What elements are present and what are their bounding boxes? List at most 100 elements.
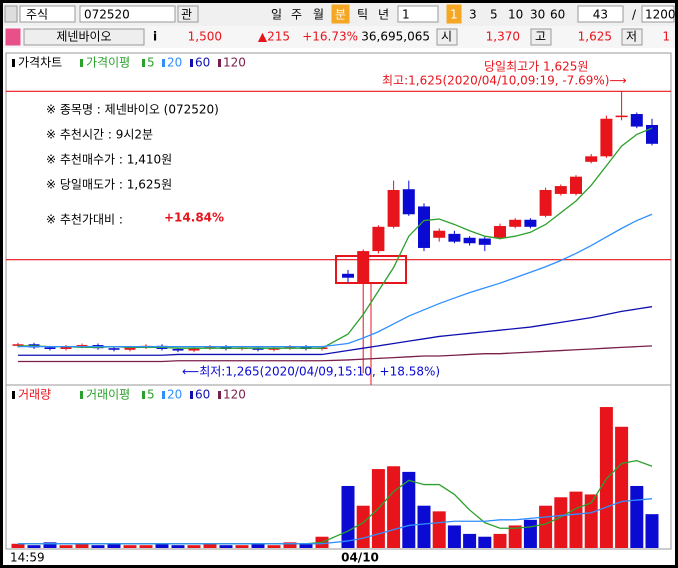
- period-button[interactable]: 주: [291, 8, 302, 22]
- control: [641, 5, 675, 23]
- candle-body: [554, 186, 567, 194]
- control: [446, 4, 462, 24]
- volume-bar: [203, 543, 217, 548]
- volume-bar: [615, 426, 629, 548]
- candle-body: [418, 206, 430, 248]
- minute-button[interactable]: 60: [550, 8, 565, 22]
- minute-button[interactable]: 3: [469, 8, 477, 22]
- candle-body: [108, 348, 120, 350]
- control: [177, 5, 199, 23]
- volume-bar: [27, 545, 41, 548]
- candle-body: [284, 346, 296, 349]
- volume-bar: [523, 519, 537, 548]
- legend-entry: 20: [167, 388, 182, 402]
- volume-bar: [155, 543, 169, 548]
- period-button[interactable]: 분: [335, 8, 346, 22]
- control: [621, 28, 643, 46]
- minute-button[interactable]: 5: [490, 8, 498, 22]
- low-price: 1: [662, 30, 670, 44]
- control: [23, 28, 145, 46]
- volume-bar: [493, 533, 507, 548]
- legend-marker: [162, 391, 165, 399]
- volume-bar: [402, 471, 416, 548]
- volume-bar: [123, 545, 137, 548]
- period-button[interactable]: 월: [313, 8, 324, 22]
- open-label: 시: [441, 30, 452, 44]
- x-label: 04/10: [341, 551, 379, 565]
- control: [4, 5, 18, 23]
- candle-body: [204, 346, 216, 349]
- volume-bar: [251, 543, 265, 548]
- candle-body: [539, 190, 552, 216]
- legend-marker: [190, 59, 193, 67]
- low-label: 저: [626, 30, 637, 44]
- volume-bar: [107, 543, 121, 548]
- legend-entry: 5: [147, 388, 155, 402]
- volume-bar: [139, 545, 153, 548]
- candle-body: [60, 346, 72, 349]
- legend-marker: [142, 59, 145, 67]
- current-price: 1,500: [188, 30, 222, 44]
- legend-entry: 120: [223, 56, 246, 70]
- legend-title: 거래량: [18, 388, 51, 402]
- volume-bar: [187, 545, 201, 548]
- legend-marker: [218, 391, 221, 399]
- control: [5, 28, 21, 46]
- high-price: 1,625: [578, 30, 612, 44]
- charts: [6, 90, 671, 548]
- control: [436, 28, 458, 46]
- volume-bar: [539, 505, 553, 548]
- moving-average: [18, 306, 653, 356]
- overlay-line: ※ 종목명 : 제넨바이오 (072520): [46, 103, 219, 117]
- legend-title: 가격차트: [18, 56, 62, 70]
- market-select[interactable]: 주식: [26, 8, 48, 22]
- volume-bar: [554, 497, 568, 548]
- legend-entry: 120: [223, 388, 246, 402]
- candle-body: [357, 251, 370, 284]
- separator: /: [632, 8, 637, 22]
- candle-body: [172, 348, 184, 351]
- watch-button[interactable]: 관: [181, 8, 192, 22]
- volume-bar: [463, 533, 477, 548]
- candle-body: [478, 238, 491, 245]
- control: [79, 5, 176, 23]
- total-input[interactable]: 1200: [645, 8, 676, 22]
- candle-body: [12, 344, 24, 346]
- legend-marker: [142, 391, 145, 399]
- candle-body: [524, 219, 537, 227]
- legend-entry: 5: [147, 56, 155, 70]
- minute-button[interactable]: 30: [530, 8, 545, 22]
- legend-entry: 60: [195, 56, 210, 70]
- info-button[interactable]: i: [153, 30, 157, 44]
- stock-name: 제넨바이오: [56, 30, 111, 44]
- volume-bar: [341, 485, 355, 548]
- overlay-line: ※ 추천가대비 :: [46, 212, 123, 227]
- code-input[interactable]: 072520: [84, 8, 130, 22]
- candle-body: [630, 114, 643, 127]
- x-label: 14:59: [10, 551, 45, 565]
- control: [331, 4, 350, 24]
- overlay-ratio: +14.84%: [164, 211, 224, 225]
- candle-body: [570, 176, 582, 194]
- period-button[interactable]: 틱: [357, 8, 368, 22]
- volume-bar: [630, 485, 644, 548]
- legend-marker: [162, 59, 165, 67]
- minute-button[interactable]: 1: [450, 8, 458, 22]
- candle-body: [342, 273, 354, 278]
- volume-bar: [478, 536, 492, 548]
- period-button[interactable]: 일: [271, 8, 282, 22]
- period-button[interactable]: 년: [378, 8, 389, 22]
- legend-label: 가격이평: [86, 56, 130, 70]
- interval-select[interactable]: 1: [402, 8, 410, 22]
- count-input[interactable]: 43: [593, 8, 608, 22]
- minute-button[interactable]: 10: [508, 8, 523, 22]
- volume-bar: [59, 545, 73, 548]
- candle-body: [44, 347, 56, 349]
- volume-bar: [417, 505, 431, 548]
- price-change: ▲215: [258, 30, 290, 44]
- candle-body: [494, 226, 506, 238]
- volume-bar: [91, 545, 105, 548]
- legend-entry: 20: [167, 56, 182, 70]
